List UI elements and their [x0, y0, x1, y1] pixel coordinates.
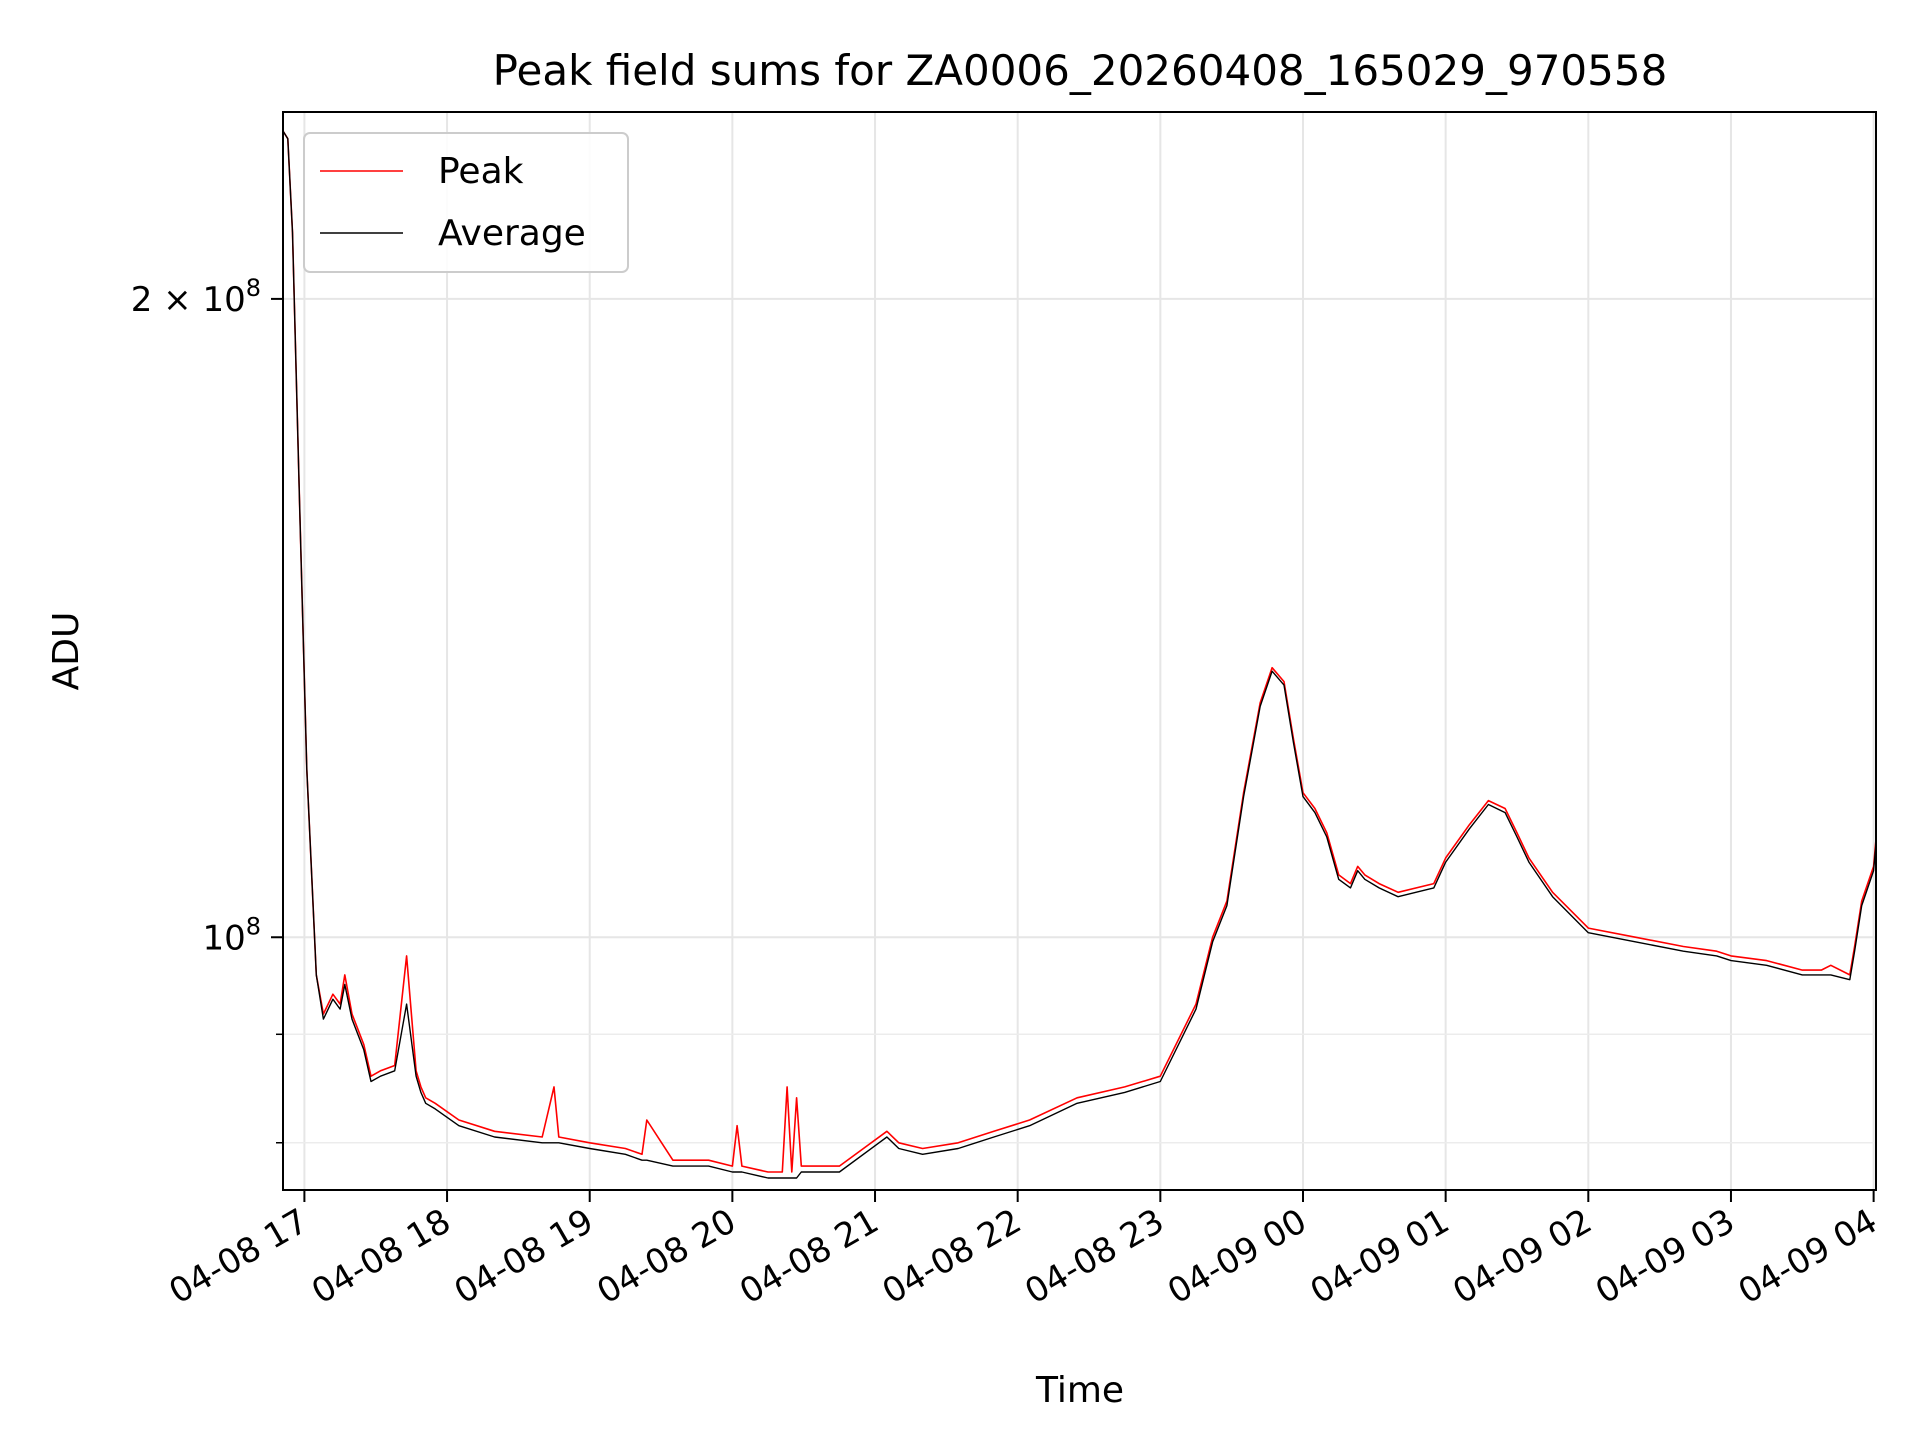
- plot-frame: [282, 111, 1877, 1191]
- series-group: [283, 130, 1876, 1179]
- y-axis: 108 2 × 108: [131, 274, 283, 1144]
- series-layer: [283, 130, 1876, 1179]
- legend-label-peak: Peak: [438, 151, 524, 192]
- y-axis-label: ADU: [46, 612, 87, 691]
- legend-box: [303, 132, 629, 273]
- series-line-average: [283, 130, 1876, 1179]
- legend-label-average: Average: [438, 213, 586, 254]
- y-tick-label: 108: [202, 912, 261, 958]
- y-tick-label: 2 × 108: [131, 274, 261, 320]
- series-line-peak: [283, 130, 1876, 1173]
- x-axis-label: Time: [1035, 1370, 1124, 1411]
- chart-title: Peak field sums for ZA0006_20260408_1650…: [493, 46, 1668, 95]
- grid: [283, 112, 1876, 1190]
- legend: Peak Average: [303, 132, 629, 273]
